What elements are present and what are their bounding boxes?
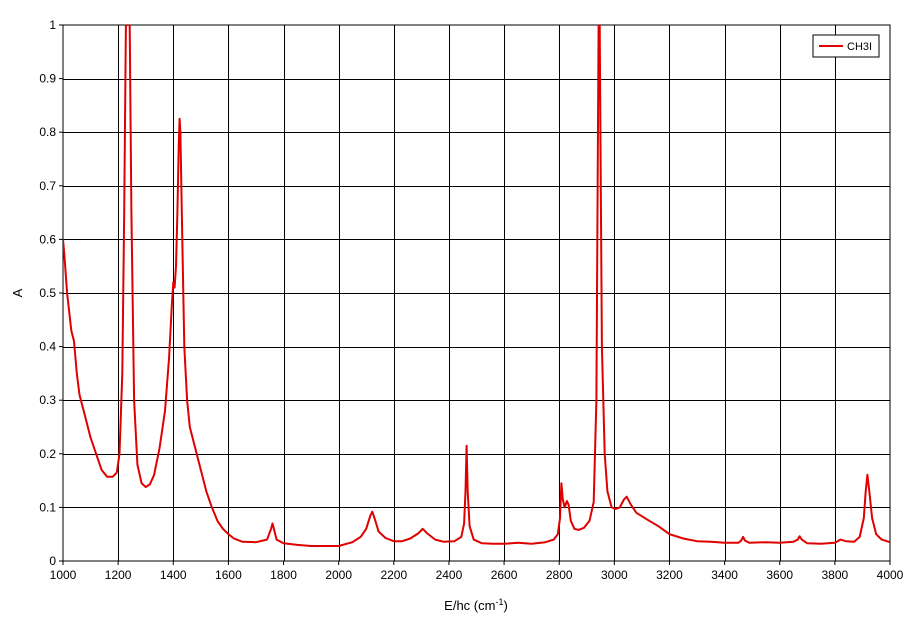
- x-tick-label: 3000: [601, 568, 628, 582]
- x-tick-label: 3800: [822, 568, 849, 582]
- series-line: [63, 25, 890, 547]
- y-tick-label: 0.7: [39, 179, 56, 193]
- x-tick-label: 1000: [50, 568, 77, 582]
- x-tick-label: 4000: [877, 568, 904, 582]
- x-tick-label: 3200: [656, 568, 683, 582]
- x-tick-label: 2000: [325, 568, 352, 582]
- gridlines: [63, 25, 890, 561]
- y-axis-title: A: [10, 288, 25, 297]
- x-tick-label: 3600: [766, 568, 793, 582]
- x-tick-label: 1600: [215, 568, 242, 582]
- x-tick-label: 1200: [105, 568, 132, 582]
- y-tick-label: 0: [49, 554, 56, 568]
- legend: CH3I: [812, 34, 880, 58]
- x-axis-ticks: 1000 1200 1400 1600 1800 2000 2200 2400 2600 2800…: [50, 561, 904, 582]
- y-tick-label: 0.5: [39, 286, 56, 300]
- y-axis-ticks: 0 0.1 0.2 0.3 0.4 0.5 0.6 0.7 0.8 0.9 1: [39, 18, 63, 568]
- legend-box: [812, 34, 880, 58]
- x-tick-label: 2600: [491, 568, 518, 582]
- x-tick-label: 1400: [160, 568, 187, 582]
- x-tick-label: 2200: [380, 568, 407, 582]
- y-tick-label: 0.9: [39, 72, 56, 86]
- x-tick-label: 3400: [711, 568, 738, 582]
- y-tick-label: 0.6: [39, 232, 56, 246]
- y-tick-label: 0.8: [39, 125, 56, 139]
- y-tick-label: 1: [49, 18, 56, 32]
- y-tick-label: 0.1: [39, 500, 56, 514]
- legend-label: CH3I: [847, 41, 872, 53]
- series-group: [63, 25, 890, 547]
- y-tick-label: 0.4: [39, 340, 56, 354]
- x-tick-label: 2800: [546, 568, 573, 582]
- x-axis-title: E/hc (cm-1): [444, 597, 508, 613]
- x-tick-label: 2400: [436, 568, 463, 582]
- y-tick-label: 0.3: [39, 393, 56, 407]
- y-tick-label: 0.2: [39, 447, 56, 461]
- x-tick-label: 1800: [270, 568, 297, 582]
